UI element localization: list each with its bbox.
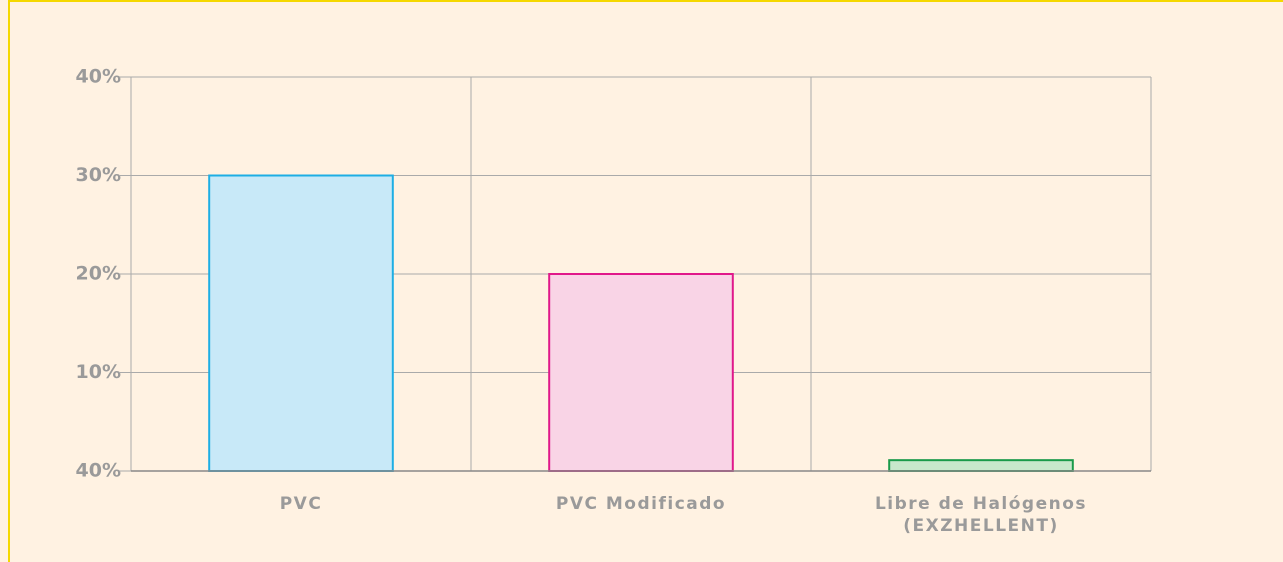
bar [208, 174, 394, 472]
y-tick-label: 30% [76, 164, 121, 186]
bar [548, 273, 734, 472]
x-tick-label: PVC Modificado [555, 494, 727, 514]
y-tick-label: 40% [76, 66, 121, 88]
x-tick-label: PVC [279, 494, 323, 514]
x-tick-label: Libre de Halógenos (EXZHELLENT) [874, 494, 1088, 536]
y-tick-label: 20% [76, 263, 121, 285]
y-tick-label: 10% [76, 361, 121, 383]
frame [8, 0, 1283, 562]
y-tick-label: 40% [76, 460, 121, 482]
bar [888, 459, 1074, 473]
